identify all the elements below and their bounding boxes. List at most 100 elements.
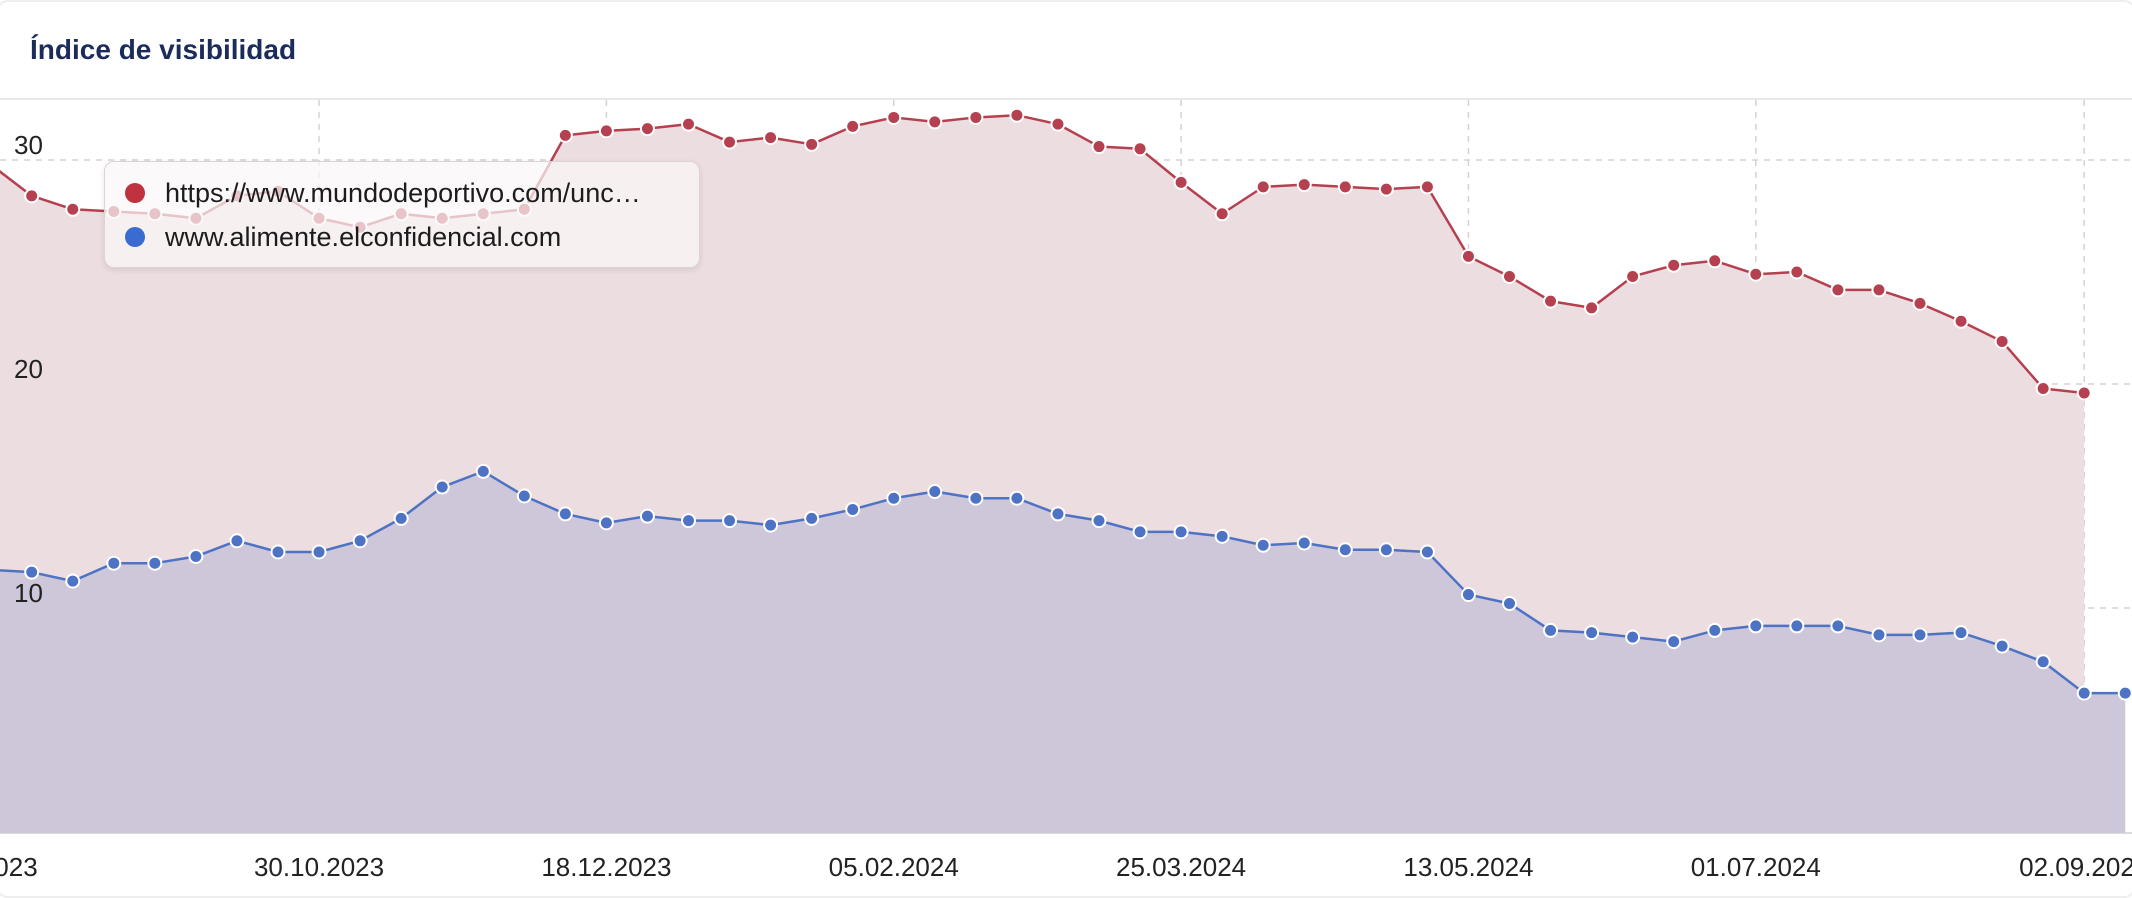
x-tick-label: 13.05.2024 [1403, 852, 1533, 882]
data-point [1748, 618, 1764, 634]
data-point [1871, 627, 1887, 643]
data-point [722, 134, 738, 150]
data-point [1460, 587, 1476, 603]
data-point [1953, 313, 1969, 329]
data-point [188, 548, 204, 564]
data-point [722, 513, 738, 529]
data-point [845, 501, 861, 517]
data-point [65, 201, 81, 217]
data-point [639, 508, 655, 524]
data-point [557, 506, 573, 522]
y-tick-label: 20 [14, 354, 43, 384]
data-point [968, 490, 984, 506]
data-point [311, 544, 327, 560]
data-point [1419, 179, 1435, 195]
data-point [1296, 177, 1312, 193]
axis-labels: 10 20 30 08.2023 30.10.2023 18.12.2023 05.02.2… [0, 130, 2132, 882]
data-point [681, 513, 696, 529]
data-point [2035, 380, 2051, 396]
y-tick-label: 10 [14, 578, 43, 608]
data-point [1091, 513, 1107, 529]
data-point [845, 118, 861, 134]
chart-legend: https://www.mundodeportivo.com/unc… www.… [104, 161, 700, 268]
data-point [2117, 685, 2132, 701]
data-point [229, 533, 245, 549]
data-point [1502, 268, 1517, 284]
data-point [1830, 282, 1846, 298]
data-point [1707, 622, 1723, 638]
data-point [639, 121, 655, 137]
data-point [1378, 181, 1394, 197]
data-point [352, 533, 368, 549]
data-point [1050, 116, 1066, 132]
data-point [1625, 629, 1641, 645]
data-point [763, 517, 779, 533]
data-point [516, 488, 532, 504]
x-tick-label: 25.03.2024 [1116, 852, 1246, 882]
data-point [65, 573, 81, 589]
data-point [1830, 618, 1846, 634]
data-point [24, 564, 40, 580]
data-point [968, 109, 984, 125]
data-point [2035, 654, 2051, 670]
data-point [927, 484, 943, 500]
data-point [1543, 293, 1559, 309]
data-point [1994, 638, 2010, 654]
data-point [1132, 141, 1148, 157]
data-point [1953, 625, 1969, 641]
data-point [1707, 253, 1723, 269]
data-point [147, 555, 163, 571]
data-point [1214, 528, 1230, 544]
data-point [1789, 264, 1805, 280]
data-point [24, 188, 40, 204]
data-point [1173, 174, 1189, 190]
x-tick-label: 30.10.2023 [254, 852, 384, 882]
legend-label: www.alimente.elconfidencial.com [165, 221, 562, 252]
series-area-2 [0, 471, 2126, 833]
data-point [886, 109, 902, 125]
legend-dot-icon [125, 183, 145, 203]
data-point [2076, 685, 2092, 701]
data-point [1584, 300, 1600, 316]
card-header: Índice de visibilidad [0, 2, 2132, 100]
data-point [1050, 506, 1066, 522]
legend-label: https://www.mundodeportivo.com/unc… [165, 177, 641, 208]
legend-item-alimente[interactable]: www.alimente.elconfidencial.com [125, 220, 561, 254]
data-point [886, 490, 902, 506]
data-point [927, 114, 943, 130]
legend-item-mundodeportivo[interactable]: https://www.mundodeportivo.com/unc… [125, 176, 641, 210]
data-point [763, 130, 779, 146]
data-point [1994, 333, 2010, 349]
data-point [1584, 625, 1600, 641]
series-areas [0, 115, 2126, 833]
data-point [1009, 490, 1025, 506]
data-point [1173, 524, 1189, 540]
data-point [1255, 537, 1271, 553]
x-tick-label: 05.02.2024 [829, 852, 959, 882]
data-point [434, 479, 450, 495]
data-point [1789, 618, 1805, 634]
data-point [1255, 179, 1271, 195]
data-point [2076, 385, 2092, 401]
data-point [1625, 268, 1641, 284]
data-point [1009, 107, 1025, 123]
data-point [1666, 634, 1682, 650]
x-tick-label: 08.2023 [0, 852, 38, 882]
x-tick-label: 02.09.2024 [2019, 852, 2132, 882]
data-point [1543, 622, 1559, 638]
data-point [393, 510, 409, 526]
data-point [106, 555, 122, 571]
data-point [1091, 139, 1107, 155]
data-point [475, 463, 491, 479]
chart-title: Índice de visibilidad [30, 34, 297, 65]
data-point [681, 116, 696, 132]
data-point [598, 515, 614, 531]
x-tick-label: 01.07.2024 [1691, 852, 1821, 882]
x-tick-label: 18.12.2023 [541, 852, 671, 882]
data-point [1460, 248, 1476, 264]
data-point [557, 127, 573, 143]
legend-dot-icon [125, 227, 145, 247]
y-tick-label: 30 [14, 130, 43, 160]
data-point [1502, 596, 1517, 612]
